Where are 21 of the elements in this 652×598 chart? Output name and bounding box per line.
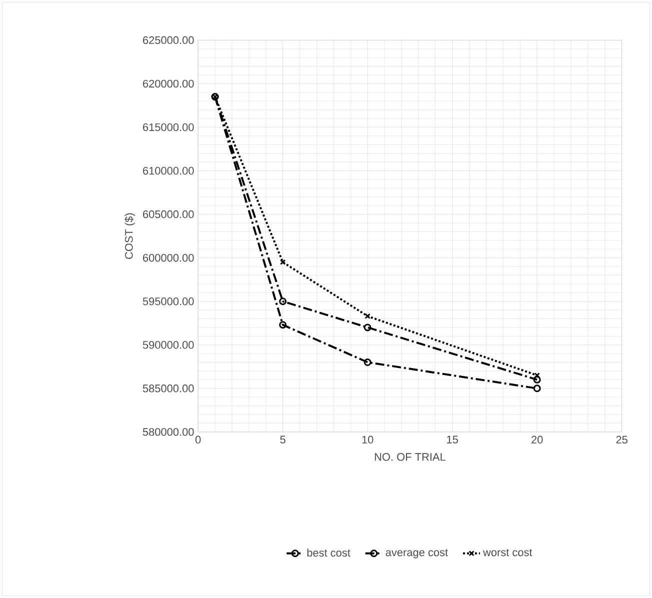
x-tick-label: 25 xyxy=(616,436,628,444)
y-tick-label: 590000.00 xyxy=(142,340,194,349)
x-tick-label: 0 xyxy=(195,436,201,444)
y-tick-label: 605000.00 xyxy=(143,210,194,218)
y-tick-label: 610000.00 xyxy=(143,166,194,175)
x-tick-label: 20 xyxy=(532,436,543,444)
legend-label: worst cost xyxy=(482,549,532,556)
y-axis-title: COST ($) xyxy=(124,213,135,259)
y-tick-label: 615000.00 xyxy=(143,123,194,132)
legend-label: best cost xyxy=(307,548,350,557)
y-tick-label: 600000.00 xyxy=(143,254,194,262)
x-tick-label: 15 xyxy=(447,436,458,444)
y-tick-label: 625000.00 xyxy=(143,36,194,44)
x-axis-title: NO. OF TRIAL xyxy=(374,453,446,461)
x-tick-label: 5 xyxy=(280,436,286,444)
y-tick-label: 580000.00 xyxy=(142,428,194,436)
y-tick-label: 595000.00 xyxy=(142,297,194,306)
legend-label: average cost xyxy=(386,549,448,558)
x-tick-label: 10 xyxy=(362,436,374,444)
y-tick-label: 585000.00 xyxy=(142,384,194,392)
y-tick-label: 620000.00 xyxy=(143,80,194,88)
